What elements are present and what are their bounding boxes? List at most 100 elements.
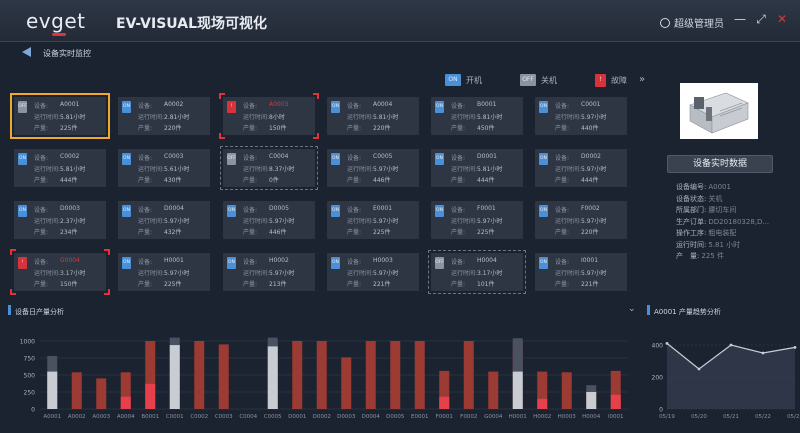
device-id: E0001: [373, 205, 393, 212]
device-card[interactable]: ON 设备: F0001 运行时间: 5.97小时 产量: 225件: [431, 201, 523, 239]
device-card[interactable]: ON 设备: C0005 运行时间: 5.97小时 产量: 446件: [327, 149, 419, 187]
device-runtime-row: 运行时间: 5.97小时: [138, 268, 189, 277]
x-tick-label: C0004: [239, 414, 257, 420]
legend-on: ON 开机: [445, 74, 482, 86]
x-tick-label: A0001: [43, 414, 61, 420]
device-runtime-label: 运行时间:: [451, 166, 478, 173]
user-menu[interactable]: 超级管理员: [660, 15, 724, 30]
device-card[interactable]: ON 设备: D0004 运行时间: 5.97小时 产量: 432件: [118, 201, 210, 239]
x-tick-label: D0004: [362, 414, 381, 420]
bar-H0003-0: [561, 372, 572, 409]
detail-key: 操作工序:: [676, 229, 707, 237]
device-card[interactable]: ON 设备: H0003 运行时间: 5.97小时 产量: 221件: [327, 253, 419, 291]
device-output-row: 产量: 220件: [347, 123, 390, 132]
x-tick-label: I0001: [608, 414, 624, 420]
device-card[interactable]: ON 设备: H0002 运行时间: 5.97小时 产量: 213件: [223, 253, 315, 291]
on-status-icon: ON: [18, 153, 27, 165]
device-output-label: 产量:: [34, 229, 49, 236]
device-runtime: 5.81小时: [477, 114, 503, 121]
device-id-label: 设备:: [451, 259, 466, 266]
device-card[interactable]: ! 设备: A0003 运行时间: 8小时 产量: 150件: [223, 97, 315, 135]
x-tick-label: 05/19: [659, 414, 675, 420]
x-tick-label: A0004: [117, 414, 135, 420]
fault-corner-marker: [104, 249, 110, 255]
close-button[interactable]: ✕: [776, 12, 788, 26]
chevron-down-icon[interactable]: ⌄: [628, 304, 636, 314]
device-runtime-label: 运行时间:: [347, 270, 374, 277]
device-output-label: 产量:: [243, 229, 258, 236]
on-status-icon: ON: [539, 101, 548, 113]
device-output-label: 产量:: [555, 177, 570, 184]
detail-value: 腰切车间: [708, 206, 737, 214]
realtime-data-button[interactable]: 设备实时数据: [667, 155, 773, 173]
expand-right-icon[interactable]: »: [639, 74, 646, 85]
device-card[interactable]: OFF 设备: A0001 运行时间: 5.81小时 产量: 225件: [14, 97, 106, 135]
on-status-icon: ON: [331, 101, 340, 113]
device-id: A0002: [164, 101, 184, 108]
on-status-icon: ON: [435, 101, 444, 113]
device-card[interactable]: ! 设备: G0004 运行时间: 3.17小时 产量: 150件: [14, 253, 106, 291]
device-runtime: 5.81小时: [477, 166, 503, 173]
on-status-icon: ON: [227, 257, 236, 269]
device-card[interactable]: ON 设备: F0002 运行时间: 5.97小时 产量: 220件: [535, 201, 627, 239]
device-card[interactable]: ON 设备: A0002 运行时间: 2.81小时 产量: 220件: [118, 97, 210, 135]
detail-key: 设备编号:: [676, 183, 707, 191]
device-runtime-row: 运行时间: 5.97小时: [243, 268, 294, 277]
detail-row: 操作工序: 粗电装配: [676, 228, 736, 238]
device-output-label: 产量:: [451, 177, 466, 184]
bar-F0001-0: [439, 370, 450, 409]
device-id: A0001: [60, 101, 80, 108]
back-arrow-icon[interactable]: [22, 47, 31, 57]
device-card[interactable]: ON 设备: H0001 运行时间: 5.97小时 产量: 225件: [118, 253, 210, 291]
selected-card-frame: [10, 93, 110, 139]
device-id-label: 设备:: [243, 155, 258, 162]
bar-F0002-0: [463, 341, 474, 409]
device-id: D0002: [581, 153, 601, 160]
device-card[interactable]: OFF 设备: H0004 运行时间: 3.17小时 产量: 101件: [431, 253, 523, 291]
on-status-icon: ON: [122, 205, 131, 217]
fault-status-icon: !: [18, 257, 27, 269]
device-output-label: 产量:: [451, 125, 466, 132]
device-output-label: 产量:: [138, 125, 153, 132]
fault-status-icon: !: [595, 74, 606, 87]
device-card[interactable]: ON 设备: D0003 运行时间: 2.37小时 产量: 234件: [14, 201, 106, 239]
device-card[interactable]: ON 设备: B0001 运行时间: 5.81小时 产量: 450件: [431, 97, 523, 135]
device-card[interactable]: ON 设备: C0001 运行时间: 5.97小时 产量: 440件: [535, 97, 627, 135]
device-id-row: 设备: D0005: [243, 205, 289, 214]
device-id-row: 设备: D0001: [451, 153, 497, 162]
device-card[interactable]: ON 设备: A0004 运行时间: 5.81小时 产量: 220件: [327, 97, 419, 135]
device-card[interactable]: ON 设备: C0002 运行时间: 5.81小时 产量: 444件: [14, 149, 106, 187]
device-output-row: 产量: 221件: [555, 279, 598, 288]
device-output-row: 产量: 444件: [555, 175, 598, 184]
device-card[interactable]: ON 设备: E0001 运行时间: 5.97小时 产量: 225件: [327, 201, 419, 239]
on-status-icon: ON: [331, 205, 340, 217]
x-tick-label: C0002: [190, 414, 208, 420]
x-tick-label: H0003: [558, 414, 577, 420]
x-tick-label: B0001: [141, 414, 159, 420]
device-runtime-label: 运行时间:: [243, 218, 270, 225]
device-card[interactable]: ON 设备: D0001 运行时间: 5.81小时 产量: 444件: [431, 149, 523, 187]
detail-row: 生产订单: DD20180328,D...: [676, 217, 769, 227]
device-runtime-label: 运行时间:: [347, 114, 374, 121]
device-id: C0003: [164, 153, 184, 160]
device-runtime-row: 运行时间: 3.17小时: [34, 268, 85, 277]
device-output-label: 产量:: [347, 125, 362, 132]
on-status-icon: ON: [539, 257, 548, 269]
bar-A0004-3: [120, 396, 131, 409]
device-runtime-row: 运行时间: 5.81小时: [347, 112, 398, 121]
device-card[interactable]: ON 设备: D0005 运行时间: 5.97小时 产量: 446件: [223, 201, 315, 239]
device-id-label: 设备:: [347, 259, 362, 266]
minimize-button[interactable]: —: [734, 12, 746, 26]
device-runtime-row: 运行时间: 5.97小时: [555, 164, 606, 173]
bar-C0003-0: [218, 344, 229, 409]
device-card[interactable]: ON 设备: I0001 运行时间: 5.97小时 产量: 221件: [535, 253, 627, 291]
bar-C0002-0: [194, 341, 205, 409]
device-card[interactable]: ON 设备: C0003 运行时间: 5.61小时 产量: 430件: [118, 149, 210, 187]
trend-point-05/23: [793, 346, 797, 349]
off-card-frame: [428, 250, 526, 294]
device-id-label: 设备:: [243, 103, 258, 110]
device-card[interactable]: OFF 设备: C0004 运行时间: 8.37小时 产量: 0件: [223, 149, 315, 187]
device-card[interactable]: ON 设备: D0002 运行时间: 5.97小时 产量: 444件: [535, 149, 627, 187]
maximize-button[interactable]: ⤢: [756, 12, 766, 26]
device-id-row: 设备: H0003: [347, 257, 393, 266]
